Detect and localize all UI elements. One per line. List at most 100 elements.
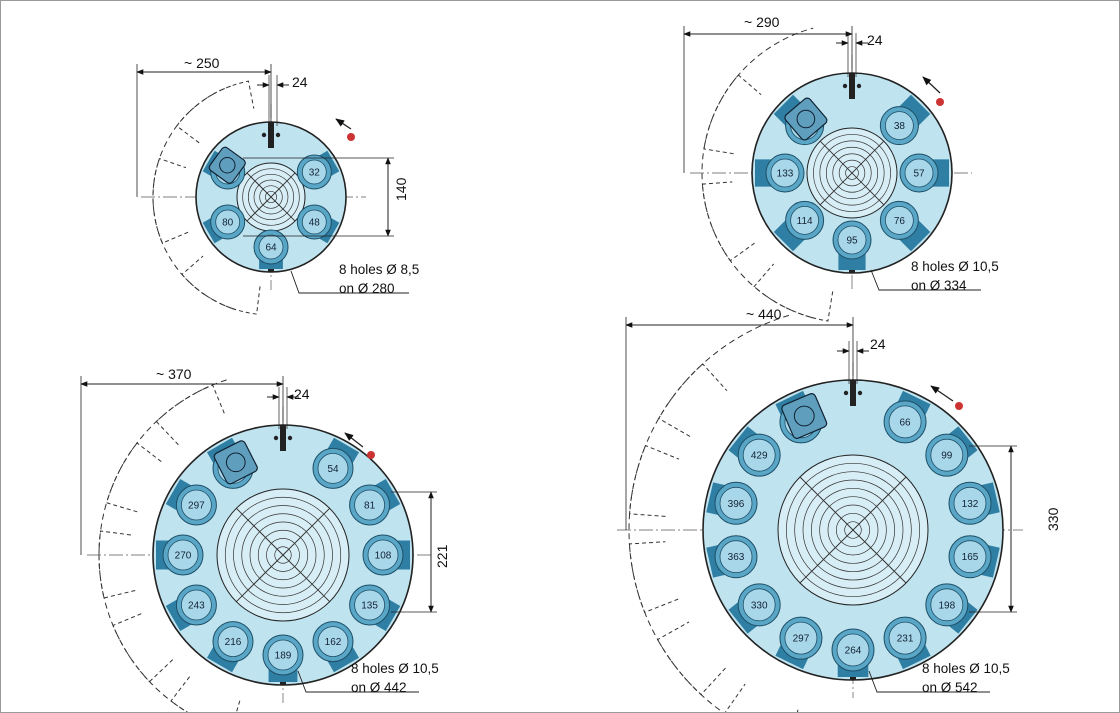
bolt-hole xyxy=(275,132,281,138)
pocket-number-badge xyxy=(354,589,386,621)
pocket-number-badge xyxy=(167,539,199,571)
reach-dimension-label: ~ 250 xyxy=(184,55,220,71)
tool-holder xyxy=(781,393,828,439)
turret-3-dimensions: ~ 370 24 221 8 holes Ø 10,5 on Ø 442 xyxy=(80,366,450,695)
curved-arrow-icon xyxy=(930,385,954,402)
ghost-pocket-outline xyxy=(753,263,834,322)
pocket-number-badge xyxy=(836,633,870,667)
hub-ring xyxy=(249,521,317,589)
ghost-pocket-outline xyxy=(658,363,728,437)
pocket-number-badge xyxy=(790,205,820,235)
pocket-number-badge xyxy=(180,489,212,521)
pocket-number-badge xyxy=(884,205,914,235)
spacing-dimension-label: 221 xyxy=(434,544,450,568)
pocket-number-badge xyxy=(888,621,922,655)
pocket-number: 198 xyxy=(938,600,955,611)
holes-note-line2: on Ø 334 xyxy=(911,278,967,293)
turret-1-swing-envelope xyxy=(152,80,261,315)
pocket-number-badge xyxy=(930,588,964,622)
turret-3: 5481108135162189216243270297324 ~ 370 24… xyxy=(80,366,450,712)
tool-holder-bore xyxy=(219,157,236,174)
turret-2: 38577695114133152 ~ 290 24 8 holes Ø 10,… xyxy=(683,14,999,322)
tool-holder xyxy=(784,97,828,141)
bolt-hole xyxy=(856,83,862,89)
turret-1-pockets: 3248648096 xyxy=(202,146,340,269)
red-dot-icon xyxy=(367,451,375,459)
pocket-number: 48 xyxy=(309,218,321,229)
hub-ring xyxy=(832,153,872,193)
pocket-number: 270 xyxy=(175,551,192,562)
ghost-pocket-outline xyxy=(701,181,755,262)
red-dot-icon xyxy=(955,402,963,410)
tool-holder-bore xyxy=(225,452,246,473)
hub-ring xyxy=(819,496,887,564)
pocket-number: 95 xyxy=(846,236,858,247)
bolt-hole xyxy=(273,435,279,441)
hub-ring xyxy=(794,471,912,589)
hub-ring xyxy=(253,179,289,215)
swing-envelope-arc xyxy=(628,314,792,712)
turret-4-dimensions: ~ 440 24 330 8 holes Ø 10,5 on Ø 542 xyxy=(625,306,1061,695)
turret-1-disc xyxy=(141,104,366,290)
holes-note-line2: on Ø 442 xyxy=(351,680,407,695)
hub-ring xyxy=(259,185,283,209)
hub-ring xyxy=(264,190,278,204)
ghost-pocket-outline xyxy=(628,541,679,614)
bolt-hole xyxy=(857,390,863,396)
turret-2-dimensions: ~ 290 24 8 holes Ø 10,5 on Ø 334 xyxy=(683,14,999,293)
pocket-number-badge xyxy=(930,438,964,472)
turret-1-dimensions: ~ 250 24 140 8 holes Ø 8,5 on Ø 280 xyxy=(136,55,419,296)
turret-2-pockets: 38577695114133152 xyxy=(755,94,949,270)
pocket-number-badge xyxy=(742,438,776,472)
hub-cross-line xyxy=(799,476,907,584)
ghost-pocket-outline xyxy=(176,80,255,144)
pocket-number: 108 xyxy=(375,551,392,562)
pocket-number: 32 xyxy=(309,168,321,179)
pocket-number: 81 xyxy=(364,501,376,512)
slot-width-label: 24 xyxy=(294,386,310,402)
holes-note-line1: 8 holes Ø 10,5 xyxy=(351,661,439,676)
slot-width-label: 24 xyxy=(867,32,883,48)
turret-4: 6699132165198231264297330363396429462 ~ … xyxy=(617,306,1061,712)
pocket-number: 38 xyxy=(894,121,906,132)
bolt-hole xyxy=(843,390,849,396)
pocket-number-badge xyxy=(784,621,818,655)
hub-ring xyxy=(844,521,862,539)
turret-4-pockets: 6699132165198231264297330363396429462 xyxy=(706,390,1000,677)
pocket-number-badge xyxy=(719,486,753,520)
pocket-number-badge xyxy=(317,452,349,484)
pocket-number: 66 xyxy=(900,417,912,428)
swing-envelope-arc xyxy=(152,85,235,310)
pocket-number-badge xyxy=(258,234,284,260)
swing-envelope-arc xyxy=(701,27,814,319)
hub-ring xyxy=(266,538,300,572)
tool-holder xyxy=(213,440,258,485)
ghost-pocket-outline xyxy=(724,683,799,712)
holes-note-line2: on Ø 542 xyxy=(922,680,978,695)
hub-ring xyxy=(819,140,885,206)
pocket-number-badge xyxy=(301,209,327,235)
holes-note-line1: 8 holes Ø 10,5 xyxy=(922,661,1010,676)
hub-cross-line xyxy=(246,172,296,222)
mounting-slot xyxy=(280,425,286,451)
hub-ring xyxy=(247,173,295,221)
ghost-pocket-outline xyxy=(98,530,136,599)
pocket-number: 264 xyxy=(845,646,862,657)
bolt-hole xyxy=(287,435,293,441)
ghost-pocket-outline xyxy=(105,442,163,513)
pocket-number: 135 xyxy=(361,601,378,612)
pocket-number: 80 xyxy=(222,218,234,229)
hub-ring xyxy=(810,487,896,573)
pocket-number-badge xyxy=(301,159,327,185)
ghost-pocket-outline xyxy=(170,675,241,712)
pocket-number-badge xyxy=(367,539,399,571)
pocket-number: 132 xyxy=(962,499,979,510)
hub-ring xyxy=(233,505,333,605)
hub-ring xyxy=(838,159,866,187)
red-dot-icon xyxy=(347,133,355,141)
pocket-number: 76 xyxy=(894,216,906,227)
hub-ring xyxy=(825,146,879,200)
pocket-number: 363 xyxy=(728,552,745,563)
holes-note-line1: 8 holes Ø 10,5 xyxy=(911,259,999,274)
